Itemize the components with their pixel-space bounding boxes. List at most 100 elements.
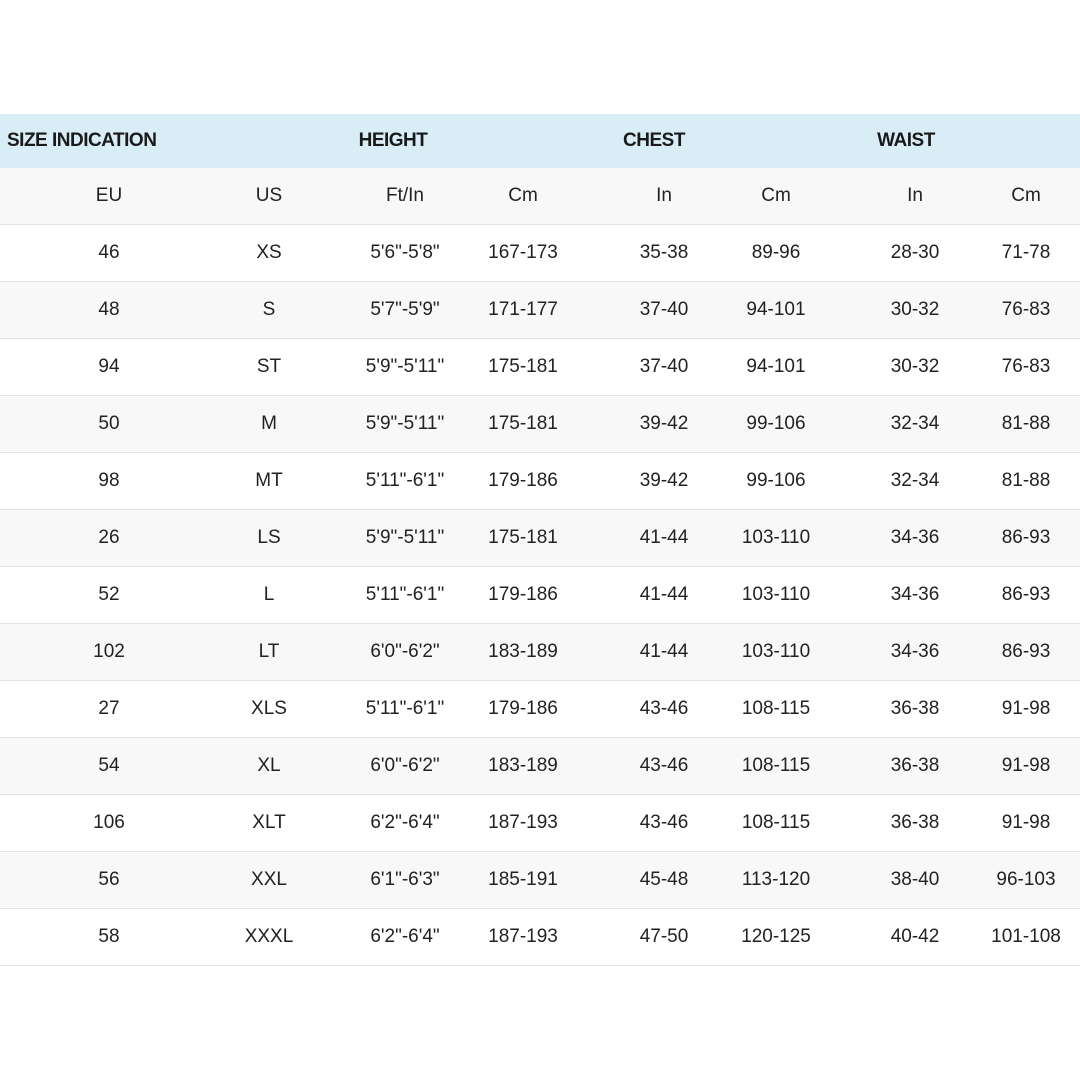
table-row: 106 XLT 6'2"-6'4" 187-193 43-46 108-115 36-38 9…	[0, 795, 1080, 852]
column-header-height-cm: Cm	[508, 185, 538, 206]
cell-height-cm: 171-177	[488, 299, 558, 320]
cell-height-cm: 187-193	[488, 812, 558, 833]
group-header-height: HEIGHT	[358, 130, 428, 151]
cell-waist-in: 28-30	[890, 242, 940, 263]
cell-chest-in: 39-42	[639, 470, 689, 491]
cell-waist-cm: 91-98	[1001, 812, 1051, 833]
cell-height-cm: 179-186	[488, 470, 558, 491]
cell-height-ftin: 5'9"-5'11"	[365, 413, 445, 434]
cell-eu: 54	[98, 755, 120, 776]
cell-chest-cm: 99-106	[746, 413, 806, 434]
cell-eu: 50	[98, 413, 120, 434]
cell-height-cm: 185-191	[488, 869, 558, 890]
column-header-eu: EU	[95, 185, 123, 206]
cell-waist-cm: 91-98	[1001, 698, 1051, 719]
cell-eu: 58	[98, 926, 120, 947]
cell-height-ftin: 6'0"-6'2"	[370, 755, 440, 776]
cell-chest-cm: 108-115	[741, 812, 811, 833]
cell-height-cm: 175-181	[488, 356, 558, 377]
cell-chest-in: 41-44	[639, 527, 689, 548]
cell-height-cm: 175-181	[488, 527, 558, 548]
cell-height-ftin: 6'0"-6'2"	[370, 641, 440, 662]
cell-chest-cm: 94-101	[746, 356, 806, 377]
cell-height-cm: 183-189	[488, 755, 558, 776]
cell-height-ftin: 5'11"-6'1"	[365, 470, 445, 491]
table-row: 26 LS 5'9"-5'11" 175-181 41-44 103-110 34-36 86…	[0, 510, 1080, 567]
cell-us: XS	[256, 242, 282, 263]
cell-us: XLS	[251, 698, 287, 719]
cell-height-ftin: 5'11"-6'1"	[365, 698, 445, 719]
column-header-height-ftin: Ft/In	[385, 185, 424, 206]
cell-chest-in: 37-40	[639, 356, 689, 377]
cell-waist-in: 36-38	[890, 812, 940, 833]
cell-chest-in: 43-46	[639, 698, 689, 719]
cell-chest-in: 43-46	[639, 812, 689, 833]
cell-chest-in: 43-46	[639, 755, 689, 776]
cell-height-cm: 175-181	[488, 413, 558, 434]
cell-eu: 46	[98, 242, 120, 263]
table-row: 50 M 5'9"-5'11" 175-181 39-42 99-106 32-34 81-8…	[0, 396, 1080, 453]
cell-height-ftin: 5'6"-5'8"	[370, 242, 440, 263]
column-header-waist-in: In	[907, 185, 923, 206]
table-row: 54 XL 6'0"-6'2" 183-189 43-46 108-115 36-38 91-…	[0, 738, 1080, 795]
size-chart-table: SIZE INDICATION HEIGHT CHEST WAIST EU US F…	[0, 114, 1080, 966]
cell-chest-in: 35-38	[639, 242, 689, 263]
cell-waist-in: 30-32	[890, 356, 940, 377]
cell-eu: 26	[98, 527, 120, 548]
cell-us: MT	[255, 470, 283, 491]
cell-eu: 102	[93, 641, 125, 662]
table-row: 52 L 5'11"-6'1" 179-186 41-44 103-110 34-36 86-…	[0, 567, 1080, 624]
cell-us: LT	[258, 641, 280, 662]
cell-chest-in: 41-44	[639, 584, 689, 605]
cell-height-ftin: 6'1"-6'3"	[370, 869, 440, 890]
cell-eu: 27	[98, 698, 120, 719]
cell-chest-cm: 120-125	[741, 926, 811, 947]
cell-eu: 98	[98, 470, 120, 491]
cell-waist-cm: 86-93	[1001, 527, 1051, 548]
cell-height-ftin: 5'11"-6'1"	[365, 584, 445, 605]
table-row: 27 XLS 5'11"-6'1" 179-186 43-46 108-115 36-38 9…	[0, 681, 1080, 738]
cell-height-ftin: 5'9"-5'11"	[365, 527, 445, 548]
cell-height-cm: 179-186	[488, 584, 558, 605]
cell-waist-in: 30-32	[890, 299, 940, 320]
table-row: 98 MT 5'11"-6'1" 179-186 39-42 99-106 32-34 81-…	[0, 453, 1080, 510]
cell-us: XL	[257, 755, 281, 776]
column-header-waist-cm: Cm	[1011, 185, 1041, 206]
table-body: 46 XS 5'6"-5'8" 167-173 35-38 89-96 28-30 71-78…	[0, 225, 1080, 966]
cell-waist-cm: 76-83	[1001, 299, 1051, 320]
cell-chest-cm: 89-96	[751, 242, 801, 263]
cell-height-cm: 187-193	[488, 926, 558, 947]
cell-us: LS	[257, 527, 281, 548]
group-header-row: SIZE INDICATION HEIGHT CHEST WAIST	[0, 114, 1080, 168]
cell-height-cm: 183-189	[488, 641, 558, 662]
column-header-chest-in: In	[656, 185, 672, 206]
cell-chest-cm: 103-110	[741, 527, 811, 548]
cell-height-ftin: 5'9"-5'11"	[365, 356, 445, 377]
cell-chest-in: 37-40	[639, 299, 689, 320]
column-header-row: EU US Ft/In Cm In Cm In Cm	[0, 168, 1080, 225]
cell-chest-cm: 113-120	[741, 869, 811, 890]
cell-chest-cm: 103-110	[741, 584, 811, 605]
cell-us: XLT	[252, 812, 286, 833]
table-row: 58 XXXL 6'2"-6'4" 187-193 47-50 120-125 40-42 1…	[0, 909, 1080, 966]
table-row: 46 XS 5'6"-5'8" 167-173 35-38 89-96 28-30 71-78	[0, 225, 1080, 282]
cell-waist-in: 36-38	[890, 755, 940, 776]
cell-waist-in: 32-34	[890, 413, 940, 434]
cell-height-cm: 167-173	[488, 242, 558, 263]
cell-chest-cm: 99-106	[746, 470, 806, 491]
table-row: 48 S 5'7"-5'9" 171-177 37-40 94-101 30-32 76-83	[0, 282, 1080, 339]
group-header-chest: CHEST	[623, 130, 685, 151]
table-row: 94 ST 5'9"-5'11" 175-181 37-40 94-101 30-32 76-…	[0, 339, 1080, 396]
cell-waist-in: 32-34	[890, 470, 940, 491]
cell-waist-in: 36-38	[890, 698, 940, 719]
cell-waist-cm: 76-83	[1001, 356, 1051, 377]
cell-chest-cm: 108-115	[741, 698, 811, 719]
cell-waist-cm: 71-78	[1001, 242, 1051, 263]
group-header-size-indication: SIZE INDICATION	[7, 130, 157, 151]
table-row: 102 LT 6'0"-6'2" 183-189 41-44 103-110 34-36 86…	[0, 624, 1080, 681]
cell-waist-cm: 86-93	[1001, 641, 1051, 662]
cell-waist-in: 40-42	[890, 926, 940, 947]
cell-chest-in: 39-42	[639, 413, 689, 434]
cell-height-ftin: 5'7"-5'9"	[370, 299, 440, 320]
cell-waist-cm: 91-98	[1001, 755, 1051, 776]
